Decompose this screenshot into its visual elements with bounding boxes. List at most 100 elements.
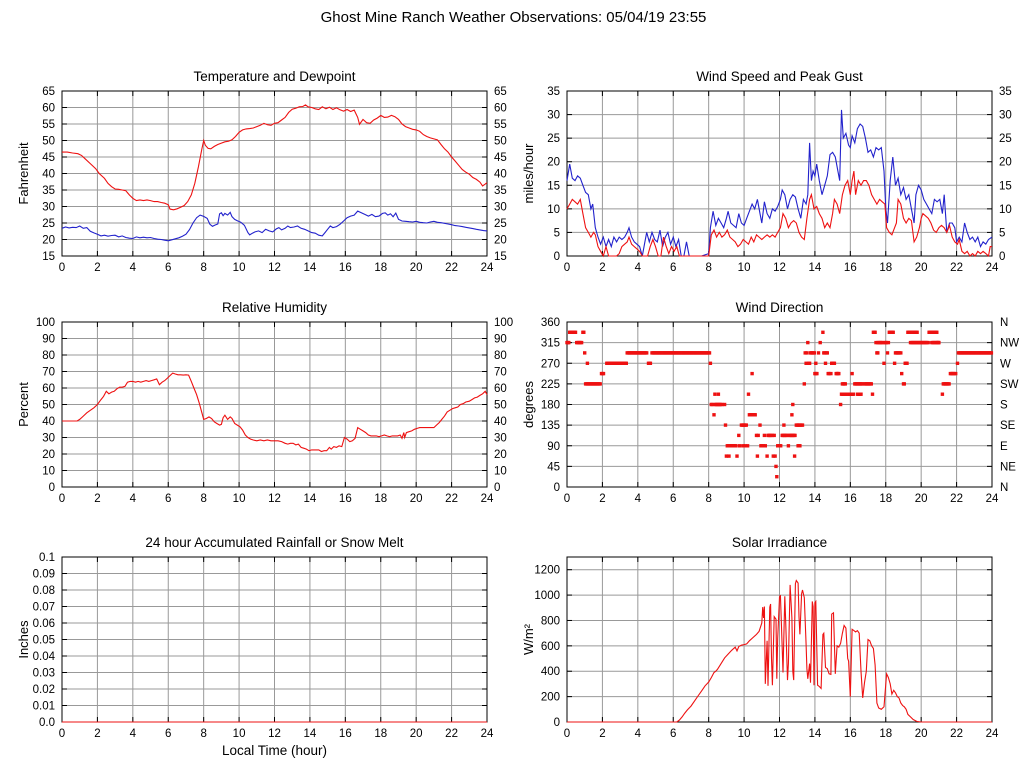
svg-text:90: 90 (547, 441, 560, 453)
svg-text:45: 45 (547, 461, 560, 473)
svg-text:22: 22 (950, 493, 963, 505)
svg-text:12: 12 (268, 728, 281, 740)
svg-text:22: 22 (950, 728, 963, 740)
svg-text:10: 10 (738, 493, 751, 505)
svg-text:2: 2 (599, 493, 605, 505)
svg-text:25: 25 (494, 218, 507, 230)
svg-text:6: 6 (670, 728, 676, 740)
svg-text:90: 90 (494, 334, 507, 346)
svg-text:Wind Speed and Peak Gust: Wind Speed and Peak Gust (696, 69, 863, 84)
svg-text:16: 16 (339, 728, 352, 740)
svg-text:8: 8 (200, 493, 206, 505)
svg-text:10: 10 (233, 493, 246, 505)
svg-text:24: 24 (986, 493, 999, 505)
svg-text:35: 35 (42, 185, 55, 197)
svg-text:16: 16 (339, 262, 352, 274)
svg-text:20: 20 (410, 728, 423, 740)
svg-text:0: 0 (999, 251, 1005, 263)
svg-text:4: 4 (130, 262, 137, 274)
svg-text:20: 20 (494, 235, 507, 247)
svg-text:50: 50 (42, 136, 55, 148)
svg-text:25: 25 (42, 218, 55, 230)
svg-text:0: 0 (554, 482, 560, 494)
svg-text:degrees: degrees (521, 381, 536, 428)
svg-text:SE: SE (1000, 420, 1016, 432)
svg-text:22: 22 (445, 262, 458, 274)
svg-text:2: 2 (94, 493, 100, 505)
svg-text:16: 16 (844, 493, 857, 505)
svg-text:12: 12 (268, 262, 281, 274)
svg-text:135: 135 (541, 420, 560, 432)
svg-text:20: 20 (915, 262, 928, 274)
svg-text:18: 18 (879, 493, 892, 505)
svg-text:10: 10 (999, 204, 1012, 216)
svg-text:80: 80 (42, 350, 55, 362)
svg-text:100: 100 (36, 317, 55, 329)
svg-text:4: 4 (130, 493, 137, 505)
svg-text:20: 20 (494, 449, 507, 461)
svg-text:60: 60 (494, 383, 507, 395)
svg-text:70: 70 (494, 367, 507, 379)
svg-text:miles/hour: miles/hour (521, 143, 536, 204)
svg-text:10: 10 (547, 204, 560, 216)
svg-text:50: 50 (494, 400, 507, 412)
svg-text:90: 90 (42, 334, 55, 346)
svg-text:30: 30 (42, 433, 55, 445)
svg-text:60: 60 (42, 383, 55, 395)
svg-text:45: 45 (494, 152, 507, 164)
svg-text:25: 25 (547, 133, 560, 145)
svg-text:70: 70 (42, 367, 55, 379)
svg-text:10: 10 (738, 262, 751, 274)
svg-text:0.06: 0.06 (33, 618, 55, 630)
svg-text:30: 30 (999, 110, 1012, 122)
svg-text:15: 15 (42, 251, 55, 263)
svg-text:35: 35 (547, 86, 560, 98)
svg-text:8: 8 (705, 728, 711, 740)
svg-text:12: 12 (773, 728, 786, 740)
svg-text:20: 20 (410, 262, 423, 274)
svg-text:4: 4 (635, 728, 642, 740)
svg-text:0: 0 (564, 728, 570, 740)
svg-text:14: 14 (304, 262, 317, 274)
svg-text:50: 50 (494, 136, 507, 148)
svg-text:15: 15 (494, 251, 507, 263)
svg-text:0.02: 0.02 (33, 684, 55, 696)
svg-text:22: 22 (950, 262, 963, 274)
svg-text:Wind Direction: Wind Direction (736, 300, 824, 315)
svg-text:2: 2 (94, 728, 100, 740)
svg-text:20: 20 (42, 235, 55, 247)
svg-text:35: 35 (494, 185, 507, 197)
svg-text:0.09: 0.09 (33, 569, 55, 581)
svg-text:E: E (1000, 441, 1008, 453)
svg-text:4: 4 (130, 728, 137, 740)
svg-text:55: 55 (42, 119, 55, 131)
svg-text:24: 24 (481, 728, 494, 740)
svg-text:65: 65 (494, 86, 507, 98)
svg-text:24 hour Accumulated Rainfall o: 24 hour Accumulated Rainfall or Snow Mel… (145, 535, 403, 550)
svg-text:8: 8 (705, 262, 711, 274)
svg-text:270: 270 (541, 358, 560, 370)
svg-text:20: 20 (915, 728, 928, 740)
svg-text:2: 2 (94, 262, 100, 274)
svg-text:0: 0 (554, 251, 560, 263)
svg-text:0: 0 (49, 482, 55, 494)
svg-text:45: 45 (42, 152, 55, 164)
svg-text:20: 20 (547, 157, 560, 169)
svg-text:8: 8 (200, 262, 206, 274)
svg-text:35: 35 (999, 86, 1012, 98)
svg-text:50: 50 (42, 400, 55, 412)
svg-text:Solar Irradiance: Solar Irradiance (732, 535, 827, 550)
svg-text:Local Time (hour): Local Time (hour) (222, 743, 327, 758)
svg-text:6: 6 (670, 262, 676, 274)
svg-text:600: 600 (541, 641, 560, 653)
svg-text:8: 8 (705, 493, 711, 505)
svg-text:SW: SW (1000, 379, 1019, 391)
svg-text:180: 180 (541, 400, 560, 412)
svg-text:22: 22 (445, 493, 458, 505)
svg-text:18: 18 (374, 728, 387, 740)
svg-text:30: 30 (494, 202, 507, 214)
svg-text:6: 6 (165, 728, 171, 740)
